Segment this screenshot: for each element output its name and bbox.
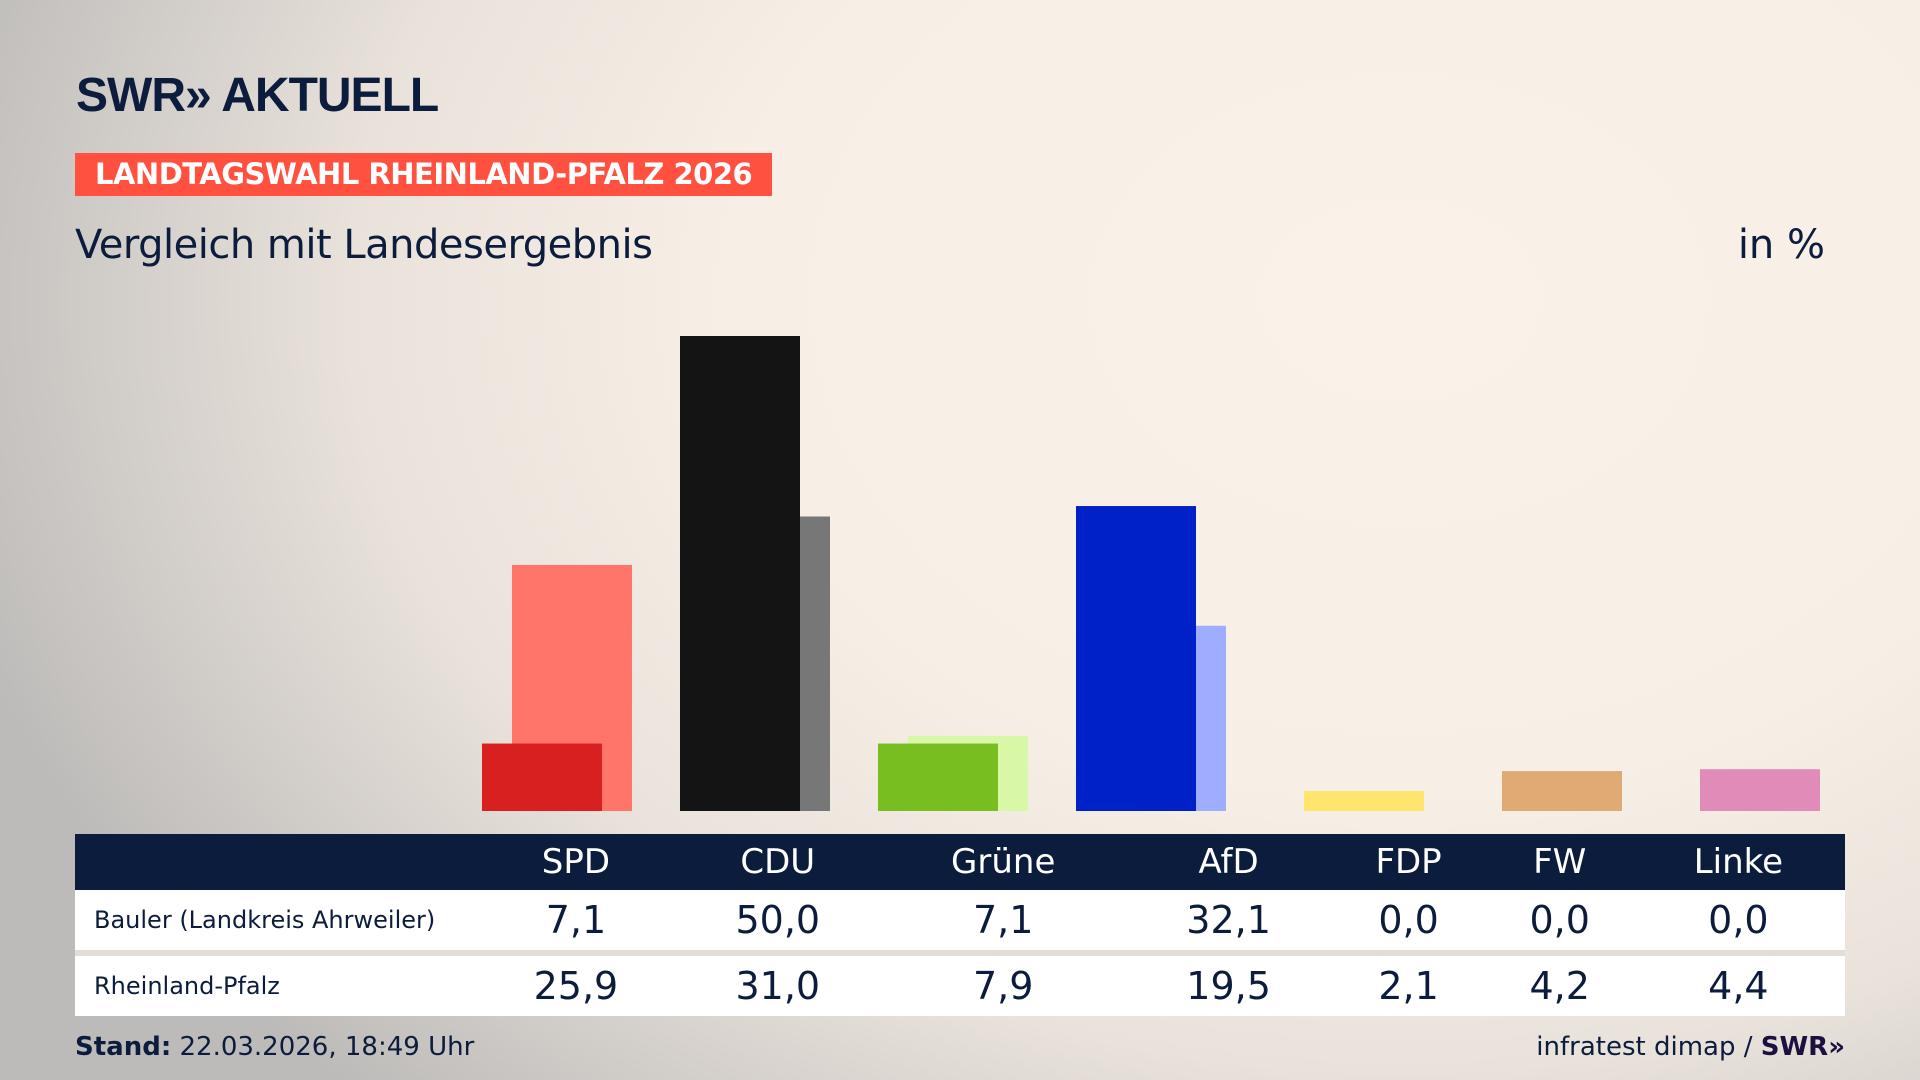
value-cell: 4,2 xyxy=(1487,950,1632,1016)
value-cell: 31,0 xyxy=(676,950,879,1016)
value-cell: 4,4 xyxy=(1631,950,1845,1016)
party-header: SPD xyxy=(475,834,677,890)
table-header-row: SPD CDU Grüne AfD FDP FW Linke xyxy=(75,834,1845,890)
value-cell: 2,1 xyxy=(1329,950,1488,1016)
election-banner: LANDTAGSWAHL RHEINLAND-PFALZ 2026 xyxy=(75,153,773,196)
table-row: Bauler (Landkreis Ahrweiler) 7,1 50,0 7,1 32… xyxy=(75,890,1845,950)
party-header: Linke xyxy=(1631,834,1845,890)
bar-linke-state xyxy=(1700,769,1820,811)
value-cell: 25,9 xyxy=(475,950,677,1016)
results-table: SPD CDU Grüne AfD FDP FW Linke Bauler (Landkre… xyxy=(75,834,1845,1016)
value-cell: 50,0 xyxy=(676,890,879,950)
bar-fdp-state xyxy=(1304,791,1424,811)
stand-value: 22.03.2026, 18:49 Uhr xyxy=(179,1032,475,1062)
party-header: Grüne xyxy=(878,834,1128,890)
value-cell: 7,9 xyxy=(878,950,1128,1016)
chart-title: Vergleich mit Landesergebnis xyxy=(75,222,653,268)
value-cell: 32,1 xyxy=(1127,890,1330,950)
header-empty xyxy=(75,834,475,890)
source: infratest dimap / SWR» xyxy=(1536,1032,1845,1062)
party-header: CDU xyxy=(676,834,879,890)
bar-spd-local xyxy=(482,743,602,811)
bar-afd-local xyxy=(1076,506,1196,811)
party-header: FDP xyxy=(1329,834,1488,890)
value-cell: 19,5 xyxy=(1127,950,1330,1016)
bar-fw-state xyxy=(1502,771,1622,811)
bar-cdu-local xyxy=(680,336,800,811)
value-cell: 7,1 xyxy=(878,890,1128,950)
swr-aktuell-logo: SWR» AKTUELL xyxy=(76,69,439,122)
table-row: Rheinland-Pfalz 25,9 31,0 7,9 19,5 2,1 4,2 4,4 xyxy=(75,950,1845,1016)
stand-label: Stand: xyxy=(75,1032,172,1062)
value-cell: 7,1 xyxy=(475,890,677,950)
value-cell: 0,0 xyxy=(1329,890,1488,950)
bar-grüne-local xyxy=(878,743,998,811)
unit-label: in % xyxy=(1737,222,1825,268)
row-label: Rheinland-Pfalz xyxy=(75,950,475,1016)
party-header: AfD xyxy=(1127,834,1330,890)
value-cell: 0,0 xyxy=(1487,890,1632,950)
timestamp: Stand: 22.03.2026, 18:49 Uhr xyxy=(75,1032,474,1062)
swr-logo: SWR» xyxy=(1760,1032,1845,1062)
row-label: Bauler (Landkreis Ahrweiler) xyxy=(75,890,475,950)
source-text: infratest dimap / xyxy=(1536,1032,1753,1062)
bar-chart xyxy=(482,336,1820,811)
party-header: FW xyxy=(1487,834,1632,890)
value-cell: 0,0 xyxy=(1631,890,1845,950)
